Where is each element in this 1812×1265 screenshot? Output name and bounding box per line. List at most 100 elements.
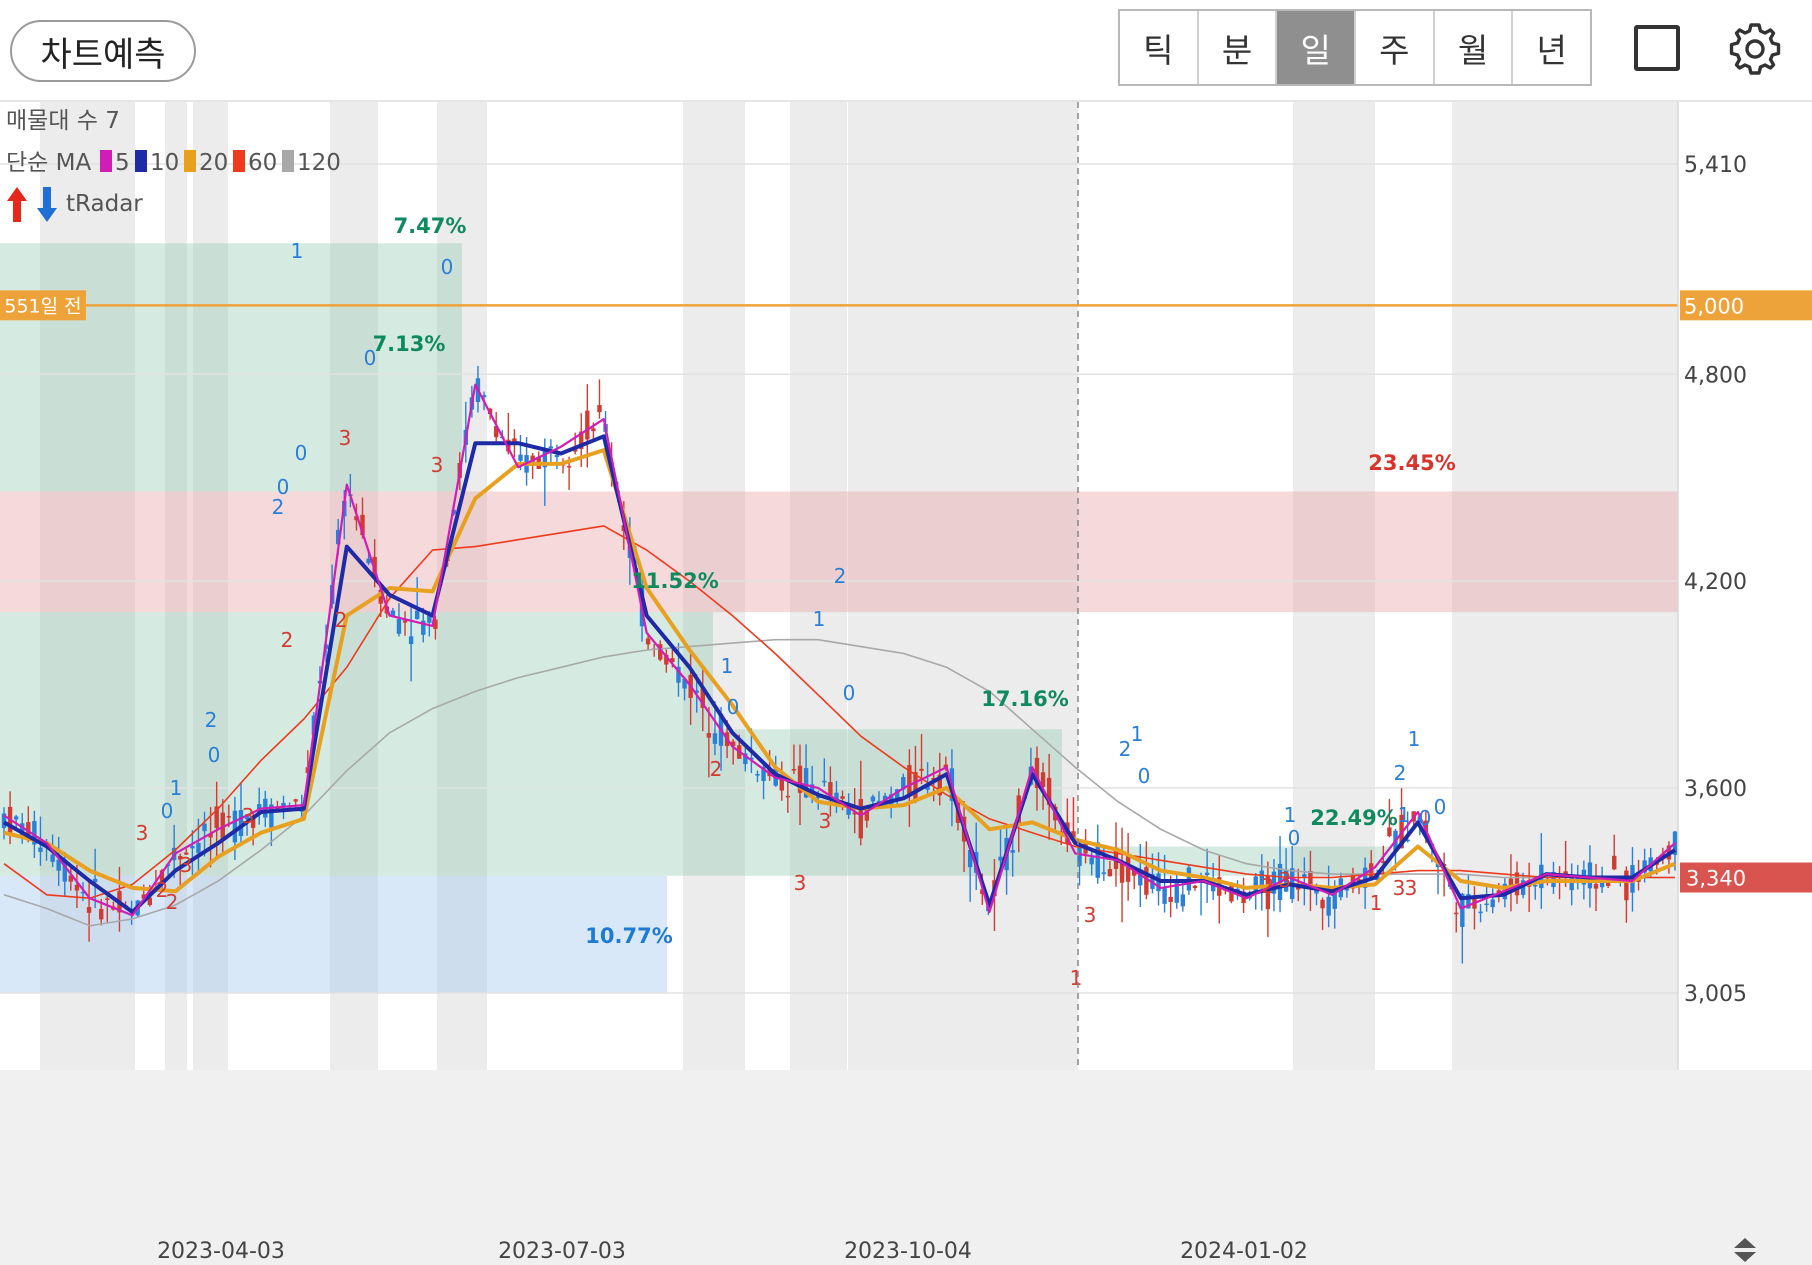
candle-body	[86, 907, 92, 913]
down-arrow-icon	[37, 187, 57, 222]
candle-body	[56, 859, 61, 871]
candle-body	[1040, 772, 1046, 788]
moving-average-ma60	[3, 525, 1675, 900]
candle-body	[190, 846, 195, 849]
candle-body	[1071, 831, 1076, 840]
period-tab-5[interactable]: 년	[1536, 30, 1567, 70]
signal-marker: 2	[272, 495, 285, 519]
ma-legend-period: 10	[150, 150, 179, 176]
candle-body	[1496, 890, 1501, 894]
candle-body	[1283, 869, 1289, 892]
gear-icon[interactable]	[1726, 20, 1784, 78]
candle-body	[670, 658, 675, 663]
x-axis-panel	[0, 1070, 1812, 1265]
candle-body	[402, 620, 408, 623]
candle-body	[1484, 903, 1489, 906]
volume-zone-label: 17.16%	[981, 687, 1068, 711]
ma-legend-period: 120	[297, 150, 341, 176]
volume-profile-label: 매물대 수 7	[6, 108, 120, 134]
candle-body	[99, 908, 104, 920]
y-tick-label: 3,005	[1684, 982, 1747, 1007]
candle-body	[336, 529, 341, 545]
signal-marker: 2	[710, 757, 723, 781]
candle-body	[208, 833, 213, 838]
candle-body	[360, 514, 365, 536]
candle-body	[846, 803, 851, 815]
candle-body	[755, 774, 760, 776]
signal-marker: 1	[813, 607, 826, 631]
signal-marker: 2	[1262, 874, 1275, 898]
candle-body	[1156, 873, 1161, 892]
candle-body	[1271, 871, 1277, 894]
candle-body	[32, 821, 37, 845]
chart-predict-button[interactable]: 차트예측	[10, 20, 196, 82]
candle-body	[1381, 861, 1386, 863]
signal-marker: 1	[1398, 803, 1411, 827]
candle-body	[925, 785, 930, 790]
candle-body	[1478, 911, 1483, 914]
signal-marker: 3	[1279, 868, 1292, 892]
signal-marker: 3	[819, 809, 832, 833]
period-tab-1[interactable]: 분	[1199, 11, 1278, 84]
signal-marker: 2	[156, 878, 169, 902]
period-tab-2[interactable]: 일	[1277, 11, 1357, 84]
candle-body	[876, 800, 882, 803]
signal-marker: 0	[1419, 806, 1432, 830]
candle-body	[694, 690, 699, 693]
candle-body	[80, 891, 86, 894]
signal-marker: 0	[1434, 795, 1447, 819]
candle-body	[238, 810, 244, 837]
candle-body	[378, 589, 383, 604]
candle-body	[664, 654, 669, 665]
volume-zone	[0, 374, 462, 492]
signal-marker: 1	[1370, 891, 1383, 915]
candle-body	[1362, 867, 1368, 888]
ma-legend-swatch	[135, 150, 147, 172]
candle-body	[1387, 827, 1392, 837]
month-band	[683, 102, 745, 1070]
candle-body	[281, 802, 286, 808]
candle-body	[1423, 820, 1429, 833]
candle-body	[1587, 862, 1593, 889]
candle-body	[390, 610, 396, 617]
candle-body	[232, 810, 238, 843]
period-tab-3[interactable]: 주	[1356, 11, 1435, 84]
signal-marker: 3	[431, 453, 444, 477]
ma-legend-prefix: 단순 MA	[6, 150, 91, 176]
candle-body	[68, 875, 74, 882]
signal-marker: 3	[1393, 876, 1406, 900]
candle-body	[433, 619, 438, 629]
y-tick-label: 4,800	[1684, 363, 1747, 388]
candle-body	[62, 859, 67, 882]
candle-body	[1192, 885, 1198, 889]
candle-body	[864, 806, 870, 821]
candle-body	[816, 796, 821, 799]
signal-marker: 3	[242, 804, 255, 828]
candle-body	[791, 768, 797, 771]
candle-body	[712, 733, 718, 744]
candle-body	[1180, 894, 1186, 907]
signal-marker: 3	[180, 853, 193, 877]
candle-body	[967, 850, 973, 868]
period-tab-0[interactable]: 틱	[1120, 11, 1199, 84]
candle-body	[761, 766, 766, 782]
candle-body	[214, 806, 219, 828]
candle-body	[566, 466, 572, 468]
reference-label: 551일 전	[4, 295, 81, 317]
signal-marker: 1	[1408, 727, 1421, 751]
candle-body	[797, 765, 803, 793]
candle-body	[1034, 757, 1040, 789]
period-tab-4[interactable]: 월	[1435, 11, 1514, 84]
scroll-handle-icon[interactable]	[1730, 1236, 1760, 1264]
candle-body	[1612, 855, 1617, 870]
candle-body	[414, 610, 420, 619]
candle-body	[244, 814, 250, 820]
square-icon[interactable]	[1634, 25, 1680, 71]
candle-body	[1125, 855, 1131, 882]
candle-body	[1296, 886, 1301, 890]
candle-body	[1605, 882, 1611, 886]
candle-body	[1162, 887, 1167, 904]
volume-zone-label: 23.45%	[1368, 451, 1455, 475]
candle-body	[427, 613, 432, 623]
